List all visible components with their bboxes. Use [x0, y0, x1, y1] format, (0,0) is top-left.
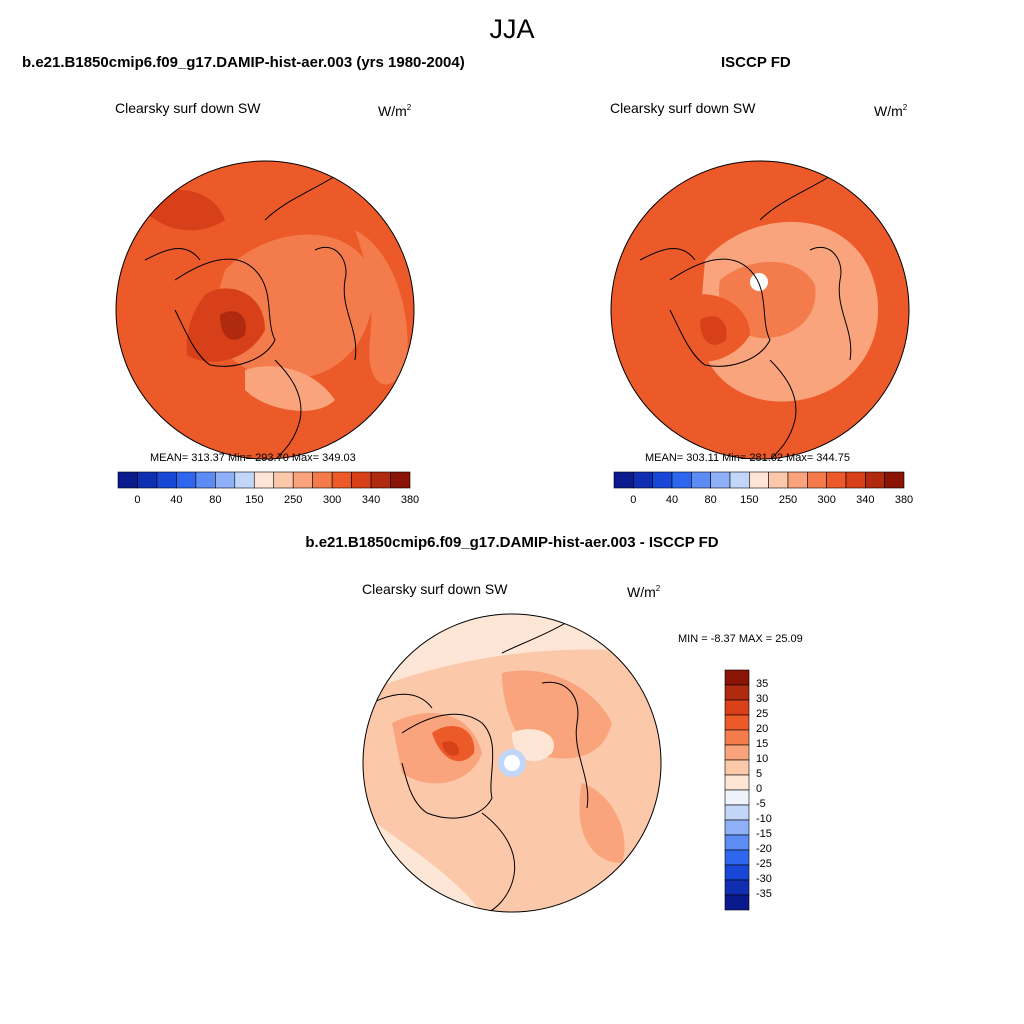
panel1-polar-map	[115, 160, 415, 460]
colorbar-tick-label: -20	[756, 843, 772, 855]
season-title: JJA	[489, 14, 535, 44]
colorbar-tick-label: 250	[778, 494, 798, 506]
colorbar-box	[652, 471, 673, 489]
colorbar-box	[724, 714, 750, 731]
colorbar-box	[137, 471, 158, 489]
colorbar-box	[724, 699, 750, 716]
colorbar-box	[724, 684, 750, 701]
panel2-title: ISCCP FD	[721, 54, 791, 71]
colorbar-tick-label: -30	[756, 873, 772, 885]
panel3-polar-map	[362, 613, 662, 913]
panel3-stats: MIN = -8.37 MAX = 25.09	[678, 633, 803, 645]
colorbar-tick-label: 20	[756, 723, 769, 735]
colorbar-box	[633, 471, 653, 489]
colorbar-box	[613, 471, 634, 489]
colorbar-box	[117, 471, 138, 489]
colorbar-box	[215, 471, 236, 489]
colorbar-tick-label: 340	[361, 494, 381, 506]
colorbar-box	[176, 471, 197, 489]
panel2-colorbar-ticks: 0 40 80 150 250 300 340 380	[614, 494, 913, 508]
colorbar-box	[724, 894, 750, 911]
colorbar-tick-label: -15	[756, 828, 772, 840]
panel1-units: W/m2	[378, 103, 412, 119]
colorbar-box	[807, 471, 827, 489]
colorbar-box	[768, 471, 789, 489]
colorbar-box	[845, 471, 866, 489]
panel2-polar-map	[610, 160, 910, 460]
colorbar-box	[884, 471, 905, 489]
colorbar-box	[370, 471, 391, 489]
colorbar-box	[671, 471, 692, 489]
colorbar-box	[724, 834, 750, 851]
colorbar-tick-label: 380	[400, 494, 420, 506]
colorbar-tick-label: 80	[209, 494, 222, 506]
colorbar-box	[724, 879, 750, 896]
colorbar-box	[691, 471, 711, 489]
colorbar-tick-label: 0	[756, 783, 763, 795]
colorbar-box	[195, 471, 216, 489]
colorbar-box	[724, 759, 750, 776]
colorbar-box	[312, 471, 333, 489]
colorbar-box	[724, 774, 750, 791]
panel1-colorbar-ticks: 0 40 80 150 250 300 340 380	[118, 494, 419, 508]
colorbar-box	[729, 471, 750, 489]
colorbar-box	[724, 819, 750, 836]
colorbar-tick-label: -10	[756, 813, 772, 825]
panel3-units: W/m2	[627, 584, 661, 600]
colorbar-tick-label: 40	[170, 494, 183, 506]
panel2-units: W/m2	[874, 103, 908, 119]
colorbar-tick-label: 40	[665, 494, 679, 506]
colorbar-box	[292, 471, 313, 489]
colorbar-box	[724, 669, 750, 686]
colorbar-box	[156, 471, 177, 489]
colorbar-box	[826, 471, 847, 489]
colorbar-tick-label: 0	[134, 494, 141, 506]
colorbar-box	[787, 471, 808, 489]
panel3-colorbar-ticks: 35 30 25 20 15 10 5 0 -5 -10 -15 -20 -25 -30 -35	[756, 670, 796, 910]
colorbar-box	[749, 471, 769, 489]
colorbar-box	[710, 471, 731, 489]
panel3-colorbar	[724, 669, 750, 911]
colorbar-box	[273, 471, 294, 489]
colorbar-box	[724, 864, 750, 881]
colorbar-tick-label: 30	[756, 693, 769, 705]
colorbar-tick-label: 300	[322, 494, 342, 506]
colorbar-tick-label: 0	[630, 494, 637, 506]
colorbar-tick-label: -35	[756, 888, 772, 900]
colorbar-box	[253, 471, 275, 489]
panel3-variable: Clearsky surf down SW	[362, 581, 508, 597]
colorbar-tick-label: -25	[756, 858, 772, 870]
colorbar-box	[390, 471, 411, 489]
panel2-colorbar	[613, 471, 905, 489]
colorbar-tick-label: 380	[894, 494, 914, 506]
colorbar-box	[724, 804, 750, 821]
colorbar-box	[724, 789, 750, 806]
panel1-stats: MEAN= 313.37 Min= 293.70 Max= 349.03	[150, 452, 356, 464]
colorbar-tick-label: 80	[704, 494, 717, 506]
panel1-colorbar	[117, 471, 411, 489]
colorbar-tick-label: 150	[740, 494, 759, 506]
colorbar-tick-label: 5	[756, 768, 763, 780]
colorbar-box	[724, 729, 750, 746]
colorbar-box	[331, 471, 352, 489]
colorbar-tick-label: 250	[284, 494, 303, 506]
colorbar-tick-label: 10	[756, 753, 769, 765]
colorbar-tick-label: 35	[756, 678, 769, 690]
panel3-title: b.e21.B1850cmip6.f09_g17.DAMIP-hist-aer.…	[305, 534, 719, 551]
colorbar-box	[351, 471, 372, 489]
colorbar-box	[724, 744, 750, 761]
panel1-title: b.e21.B1850cmip6.f09_g17.DAMIP-hist-aer.…	[22, 54, 465, 71]
colorbar-tick-label: 300	[817, 494, 836, 506]
colorbar-box	[865, 471, 885, 489]
panel2-variable: Clearsky surf down SW	[610, 100, 756, 116]
colorbar-box	[234, 471, 255, 489]
colorbar-tick-label: -5	[756, 798, 766, 810]
colorbar-tick-label: 25	[756, 708, 769, 720]
colorbar-tick-label: 15	[756, 738, 769, 750]
colorbar-tick-label: 150	[245, 494, 264, 506]
panel2-stats: MEAN= 303.11 Min= 281.02 Max= 344.75	[645, 452, 850, 464]
panel1-variable: Clearsky surf down SW	[115, 100, 261, 116]
colorbar-box	[724, 849, 750, 866]
colorbar-tick-label: 340	[856, 494, 875, 506]
